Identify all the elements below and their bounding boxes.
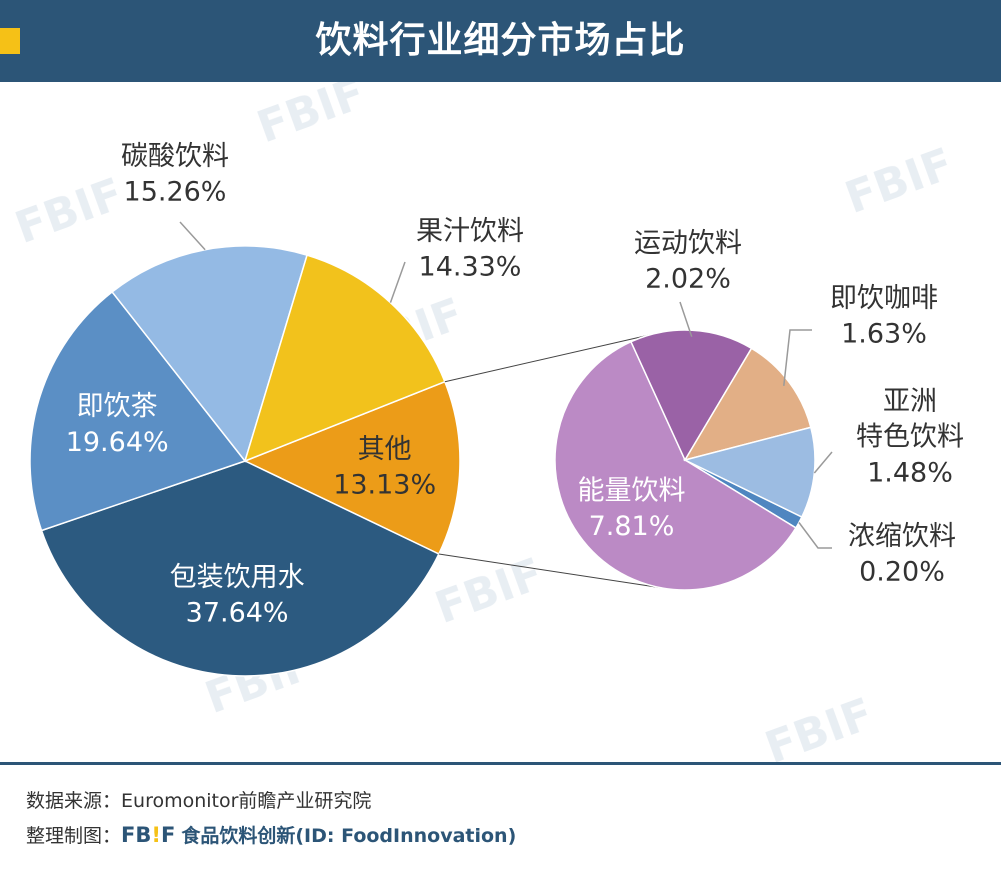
made-by-line: 整理制图：FB!F 食品饮料创新(ID: FoodInnovation) <box>26 818 516 852</box>
sub-slice <box>629 329 753 462</box>
source-line: 数据来源：Euromonitor前瞻产业研究院 <box>26 784 516 818</box>
connector-lines <box>438 331 663 589</box>
logo-part-f: F <box>160 823 176 847</box>
watermark-logo: FBIF <box>251 82 372 153</box>
fbif-logo: FB!F <box>121 823 175 847</box>
main-slice <box>243 380 461 556</box>
sub-slice <box>682 426 816 518</box>
main-slice-label: 碳酸饮料 15.26% <box>121 141 229 208</box>
leader-line <box>179 221 206 251</box>
logo-part-bang: ! <box>151 823 161 847</box>
brand-name: 食品饮料创新 <box>181 825 296 847</box>
sub-pie <box>554 329 816 591</box>
logo-part-fb: FB <box>121 823 152 847</box>
main-pie <box>29 245 461 677</box>
watermark-logo: FBIF <box>839 138 960 224</box>
chart-title: 饮料行业细分市场占比 <box>315 20 686 61</box>
chart-header: 饮料行业细分市场占比 <box>0 0 1001 82</box>
main-slice-label: 即饮茶 19.64% <box>66 391 169 458</box>
source-text: Euromonitor前瞻产业研究院 <box>121 790 372 812</box>
pie-chart: FBIF FBIF FBIF FBIF FBIF FBIF FBIF 包装饮用水… <box>9 82 964 762</box>
source-label: 数据来源： <box>26 790 122 812</box>
header-accent-bar <box>0 28 20 54</box>
leader-line <box>679 301 693 337</box>
sub-slice-label: 浓缩饮料 0.20% <box>848 521 956 588</box>
made-label: 整理制图： <box>26 825 122 847</box>
leader-line <box>783 329 812 386</box>
leader-line <box>813 451 833 474</box>
sub-slice-label: 运动饮料 2.02% <box>634 228 742 295</box>
leader-line <box>389 261 406 303</box>
main-slice <box>111 245 308 463</box>
connector-line <box>438 553 663 589</box>
main-slice-label: 包装饮用水 37.64% <box>170 562 305 629</box>
watermark-logo: FBIF <box>759 688 880 762</box>
footer: 数据来源：Euromonitor前瞻产业研究院 整理制图：FB!F 食品饮料创新… <box>26 784 516 852</box>
sub-slice <box>554 340 797 591</box>
sub-slice-label: 即饮咖啡 1.63% <box>830 283 938 350</box>
sub-slice-label: 亚洲特色饮料 1.48% <box>856 386 964 488</box>
slice-labels: 包装饮用水 37.64% 即饮茶 19.64% 其他 13.13% 碳酸饮料 15.26% 果汁… <box>66 141 964 629</box>
sub-slice-label: 能量饮料 7.81% <box>577 475 685 542</box>
watermark-logo: FBIF <box>9 168 130 254</box>
brand-id: (ID: FoodInnovation) <box>295 825 517 847</box>
main-slice <box>29 290 247 532</box>
footer-divider <box>0 762 1001 765</box>
sub-slice <box>683 347 812 462</box>
main-slice <box>40 460 440 677</box>
main-slice-label: 果汁饮料 14.33% <box>416 216 524 283</box>
connector-line <box>444 331 663 383</box>
leader-line <box>798 522 832 549</box>
main-slice-label: 其他 13.13% <box>333 434 436 501</box>
